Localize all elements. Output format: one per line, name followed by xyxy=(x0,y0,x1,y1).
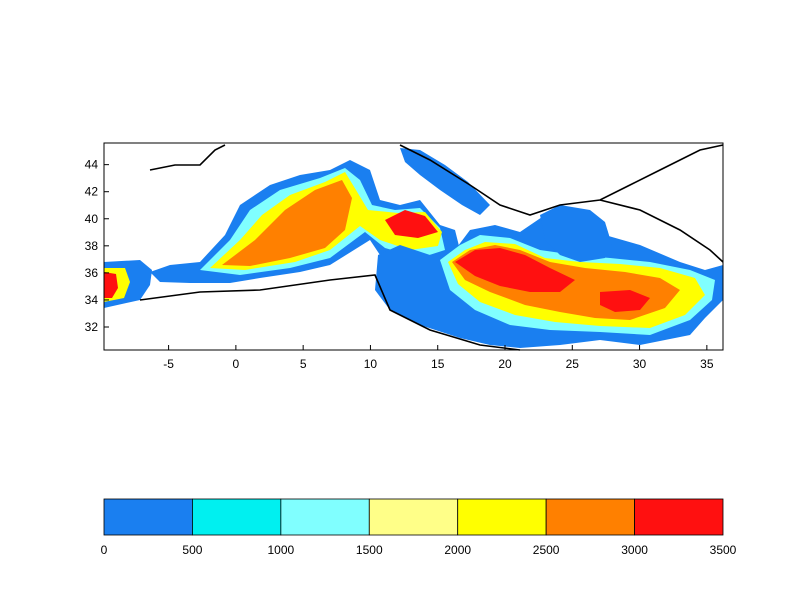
ionian-deep xyxy=(455,248,575,292)
y-tick-label: 38 xyxy=(85,239,99,253)
western-med-2500 xyxy=(222,180,352,266)
x-tick-label: 25 xyxy=(566,357,580,371)
map-frame xyxy=(103,142,724,351)
tyrrhenian-deep xyxy=(385,210,438,238)
colorbar-segment xyxy=(103,498,193,536)
y-tick-label: 42 xyxy=(85,185,99,199)
x-tick-label: 35 xyxy=(700,357,714,371)
x-tick-label: 0 xyxy=(233,357,240,371)
colorbar-label: 0 xyxy=(101,543,108,557)
colorbar-label: 500 xyxy=(182,543,202,557)
colorbar-label: 2000 xyxy=(444,543,471,557)
colorbar-label: 1000 xyxy=(268,543,295,557)
x-tick-label: 10 xyxy=(364,357,378,371)
colorbar-label: 1500 xyxy=(356,543,383,557)
x-tick-label: -5 xyxy=(163,357,174,371)
y-tick-label: 34 xyxy=(85,293,99,307)
colorbar-segment xyxy=(280,498,370,536)
y-axis: 44 42 40 38 36 34 32 xyxy=(85,158,109,334)
map-panel: -5 0 5 10 15 20 25 30 35 44 42 40 38 36 34 32 xyxy=(85,142,724,371)
colorbar-segment xyxy=(634,498,724,536)
aegean-shelf xyxy=(540,205,612,262)
africa-coast xyxy=(139,274,521,351)
adriatic-shelf xyxy=(400,148,490,215)
y-tick-label: 36 xyxy=(85,266,99,280)
colorbar-segment xyxy=(368,498,459,536)
colorbar: 0 500 1000 1500 2000 2500 3000 3500 xyxy=(101,498,737,557)
colorbar-segment xyxy=(457,498,547,536)
colorbar-label: 3000 xyxy=(621,543,648,557)
turkey-coast xyxy=(599,199,724,263)
x-tick-label: 20 xyxy=(498,357,512,371)
colorbar-label: 2500 xyxy=(533,543,560,557)
x-axis: -5 0 5 10 15 20 25 30 35 xyxy=(163,345,714,371)
y-tick-label: 32 xyxy=(85,320,99,334)
x-tick-label: 30 xyxy=(633,357,647,371)
x-tick-label: 5 xyxy=(300,357,307,371)
y-tick-label: 40 xyxy=(85,212,99,226)
balkan-coast xyxy=(399,144,724,216)
colorbar-segment xyxy=(545,498,635,536)
iberia-coast xyxy=(149,144,226,171)
colorbar-segment xyxy=(192,498,282,536)
atlantic-deep xyxy=(104,272,118,298)
hellenic-trench-deep xyxy=(600,290,650,312)
coastlines xyxy=(139,144,724,351)
y-tick-label: 44 xyxy=(85,158,99,172)
x-tick-label: 15 xyxy=(431,357,445,371)
colorbar-label: 3500 xyxy=(710,543,737,557)
bathymetry-field xyxy=(104,148,723,348)
